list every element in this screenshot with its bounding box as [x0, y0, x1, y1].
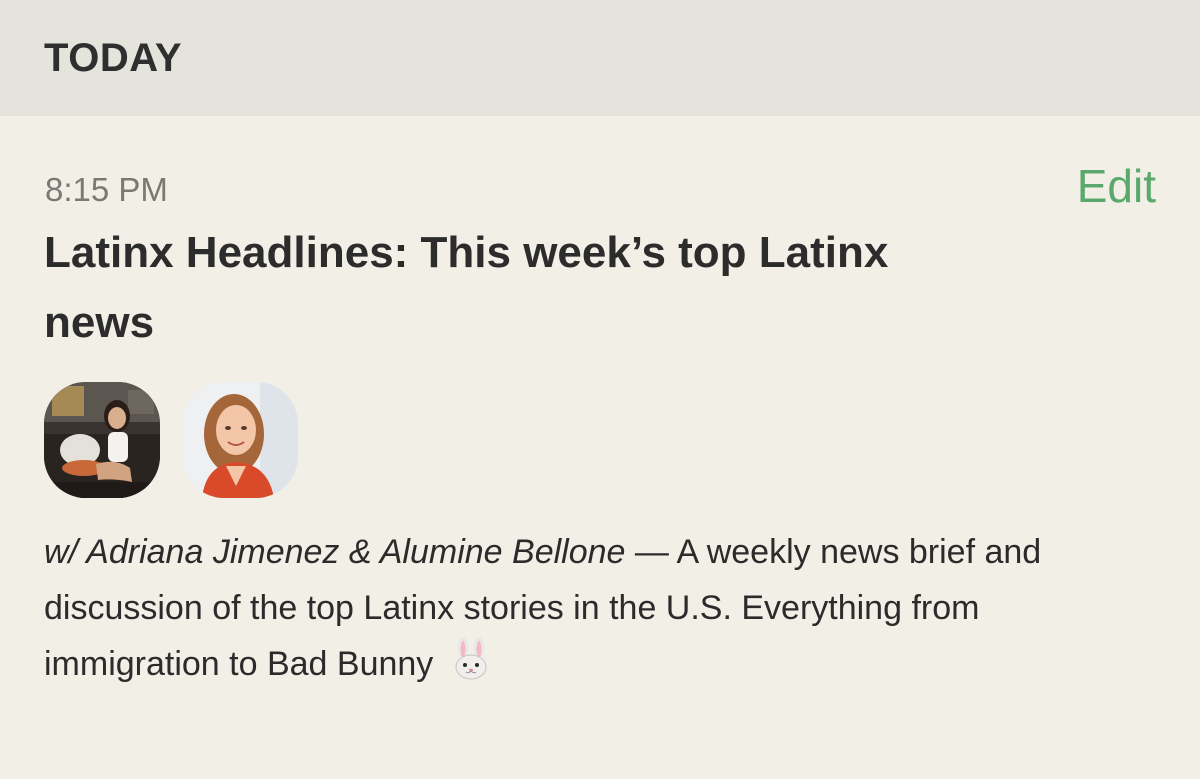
avatar[interactable]: [182, 382, 298, 498]
event-description: w/ Adriana Jimenez & Alumine Bellone — A…: [44, 524, 1154, 698]
rabbit-face-icon: [449, 637, 493, 698]
event-hosts: w/ Adriana Jimenez & Alumine Bellone: [44, 533, 626, 571]
event-title: Latinx Headlines: This week’s top Latinx…: [44, 228, 889, 347]
host-avatar-photo-icon: [44, 382, 160, 498]
host-avatar-photo-icon: [182, 382, 298, 498]
avatar[interactable]: [44, 382, 160, 498]
event-time: 8:15 PM: [45, 171, 168, 208]
event-description-text: — A weekly news brief and discussion of …: [44, 533, 1042, 683]
section-header: TODAY: [0, 0, 1200, 116]
edit-button[interactable]: Edit: [1076, 160, 1156, 212]
section-title: TODAY: [44, 36, 183, 80]
event-card[interactable]: 8:15 PM Edit Latinx Headlines: This week…: [0, 116, 1200, 779]
